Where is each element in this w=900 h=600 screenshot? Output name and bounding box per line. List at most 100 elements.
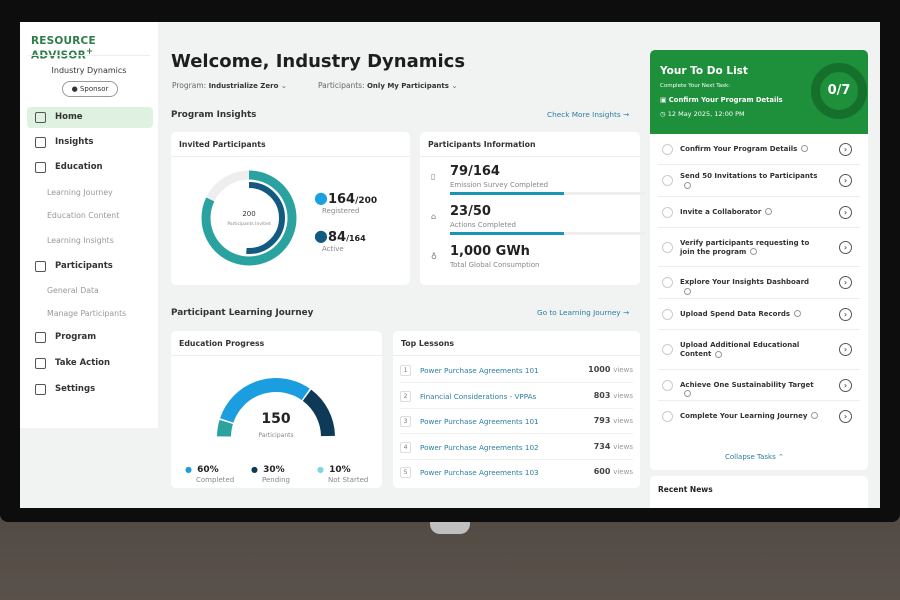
- chevron-right-icon[interactable]: ›: [839, 142, 852, 156]
- gauge-segment-pending: [302, 389, 335, 437]
- todo-task[interactable]: Explore Your Insights Dashboard ›: [658, 267, 860, 299]
- views-count: 1000: [588, 365, 611, 374]
- sidebar-item[interactable]: Insights: [27, 132, 153, 153]
- views-label: views: [613, 391, 633, 400]
- org-name: Industry Dynamics: [51, 66, 127, 75]
- lesson-views: 1000 views: [588, 365, 633, 374]
- views-count: 734: [593, 441, 611, 451]
- lesson-row[interactable]: 2 Financial Considerations - VPPAs 803 vie…: [400, 384, 633, 409]
- sidebar-item[interactable]: Home: [27, 107, 153, 128]
- program-select[interactable]: Program: Industrialize Zero ⌄: [172, 81, 288, 90]
- todo-task[interactable]: Upload Spend Data Records ›: [658, 299, 860, 330]
- info-value: 1,000 GWh: [450, 244, 530, 259]
- lesson-rank: 3: [400, 416, 411, 427]
- chevron-right-icon[interactable]: ›: [839, 343, 852, 356]
- todo-task[interactable]: Send 50 Invitations to Participants ›: [658, 165, 860, 197]
- help-icon[interactable]: [765, 208, 773, 215]
- logo[interactable]: RESOURCE ADVISOR+: [31, 35, 96, 62]
- chevron-right-icon[interactable]: ›: [839, 205, 852, 219]
- help-icon[interactable]: [801, 145, 809, 152]
- role-badge: ● Sponsor: [62, 81, 118, 97]
- next-task-link[interactable]: ▣ Confirm Your Program Details: [660, 96, 783, 104]
- task-label: Explore Your Insights Dashboard: [680, 278, 810, 286]
- todo-task[interactable]: Invite a Collaborator ›: [658, 197, 860, 228]
- lesson-row[interactable]: 1 Power Purchase Agreements 101 1000 views: [400, 358, 633, 383]
- task-checkbox[interactable]: [662, 308, 673, 320]
- go-to-learning-journey-link[interactable]: Go to Learning Journey →: [537, 308, 630, 317]
- lesson-row[interactable]: 4 Power Purchase Agreements 102 734 views: [400, 435, 633, 460]
- lesson-link[interactable]: Power Purchase Agreements 101: [420, 366, 539, 375]
- card-title: Top Lessons: [393, 331, 640, 356]
- chevron-right-icon[interactable]: ›: [839, 276, 852, 289]
- todo-title: Your To Do List: [660, 65, 748, 77]
- chevron-right-icon[interactable]: ›: [839, 174, 852, 187]
- chevron-right-icon[interactable]: ›: [839, 378, 852, 392]
- sidebar-item[interactable]: Program: [27, 327, 153, 348]
- donut-center-label: Participants Invited: [227, 221, 270, 227]
- sidebar-subitem[interactable]: Manage Participants: [47, 309, 127, 318]
- chevron-right-icon[interactable]: ›: [839, 307, 852, 321]
- task-checkbox[interactable]: [662, 143, 673, 155]
- task-checkbox[interactable]: [662, 206, 673, 218]
- sidebar-subitem[interactable]: General Data: [47, 286, 99, 295]
- sidebar-item-label: Home: [55, 112, 83, 122]
- views-label: views: [613, 366, 633, 374]
- task-checkbox[interactable]: [662, 379, 673, 391]
- task-checkbox[interactable]: [662, 277, 673, 288]
- gauge-segment-not-started: [217, 419, 233, 437]
- help-icon[interactable]: [684, 287, 691, 295]
- lesson-link[interactable]: Power Purchase Agreements 102: [420, 442, 539, 452]
- task-label: Verify participants requesting to join t…: [680, 238, 810, 256]
- task-label: Upload Additional Educational Content: [680, 341, 800, 358]
- help-icon[interactable]: [794, 310, 802, 317]
- legend-item: ● 60% Completed: [185, 465, 235, 484]
- registered-stat: ●164/200 Registered: [314, 188, 378, 215]
- sidebar-item[interactable]: Take Action: [27, 353, 153, 374]
- participants-icon: [35, 261, 46, 272]
- info-label: Actions Completed: [450, 221, 516, 229]
- todo-task[interactable]: Complete Your Learning Journey ›: [658, 401, 860, 432]
- participants-select[interactable]: Participants: Only My Participants ⌄: [318, 81, 458, 90]
- help-icon[interactable]: [715, 350, 723, 358]
- help-icon[interactable]: [684, 390, 691, 397]
- sidebar-item[interactable]: Settings: [27, 379, 153, 400]
- sidebar-item-label: Take Action: [55, 358, 111, 368]
- lesson-row[interactable]: 5 Power Purchase Agreements 103 600 views: [400, 460, 633, 485]
- task-checkbox[interactable]: [662, 344, 673, 355]
- task-label: Send 50 Invitations to Participants: [680, 172, 818, 180]
- sidebar-item[interactable]: Education: [27, 157, 153, 178]
- sidebar-subitem[interactable]: Learning Journey: [47, 188, 113, 197]
- next-task-due: ◷ 12 May 2025, 12:00 PM: [660, 110, 745, 118]
- lesson-rank: 2: [400, 390, 411, 402]
- sidebar-subitem[interactable]: Education Content: [47, 211, 120, 220]
- sidebar-item-label: Program: [55, 332, 97, 342]
- help-icon[interactable]: [811, 412, 819, 419]
- active-arc: [213, 182, 285, 254]
- todo-task[interactable]: Verify participants requesting to join t…: [658, 228, 860, 267]
- task-checkbox[interactable]: [662, 410, 673, 422]
- check-more-insights-link[interactable]: Check More Insights →: [547, 110, 630, 119]
- todo-task[interactable]: Achieve One Sustainability Target ›: [658, 370, 860, 401]
- chevron-right-icon[interactable]: ›: [839, 240, 852, 254]
- lesson-link[interactable]: Power Purchase Agreements 103: [420, 468, 539, 477]
- help-icon[interactable]: [750, 248, 758, 255]
- todo-task[interactable]: Confirm Your Program Details ›: [658, 134, 860, 165]
- todo-task[interactable]: Upload Additional Educational Content ›: [658, 330, 860, 370]
- lesson-link[interactable]: Financial Considerations - VPPAs: [420, 391, 537, 401]
- chevron-right-icon[interactable]: ›: [839, 409, 852, 423]
- sidebar-item[interactable]: Participants: [27, 256, 153, 277]
- active-stat: ●84/164 Active: [314, 226, 366, 253]
- chart-icon: [35, 137, 46, 148]
- lesson-row[interactable]: 3 Power Purchase Agreements 101 793 views: [400, 409, 633, 434]
- recent-news-card: Recent News: [650, 476, 868, 508]
- help-icon[interactable]: [684, 181, 691, 189]
- section-title: Participant Learning Journey: [171, 308, 314, 318]
- collapse-tasks-button[interactable]: Collapse Tasks ⌃: [725, 453, 784, 461]
- task-checkbox[interactable]: [662, 175, 673, 186]
- book-icon: [35, 162, 46, 173]
- sidebar-subitem[interactable]: Learning Insights: [47, 236, 114, 245]
- task-checkbox[interactable]: [662, 241, 673, 253]
- list-icon: [35, 332, 46, 343]
- lesson-link[interactable]: Power Purchase Agreements 101: [420, 417, 539, 426]
- lesson-views: 803 views: [594, 391, 633, 400]
